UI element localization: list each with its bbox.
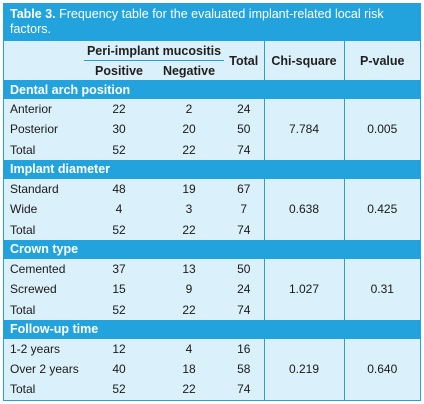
- table-row: Total 52 22 74: [4, 299, 420, 319]
- cell-negative: 19: [182, 182, 196, 197]
- cell-total: 67: [237, 182, 251, 197]
- row-label: 1-2 years: [10, 341, 61, 356]
- row-label: Wide: [10, 202, 38, 217]
- cell-total: 50: [237, 122, 251, 137]
- table-row: Wide 4 3 7: [4, 199, 420, 219]
- cell-p-value: 0.425: [343, 178, 420, 240]
- table-row: Posterior 30 20 50: [4, 119, 420, 139]
- cell-positive: 52: [112, 382, 126, 397]
- row-label: Screwed: [10, 282, 57, 297]
- cell-p-value: 0.31: [343, 258, 420, 320]
- cell-negative: 20: [182, 122, 196, 137]
- cell-positive: 15: [112, 282, 126, 297]
- cell-total: 50: [237, 261, 251, 276]
- cell-p-value: 0.005: [343, 99, 420, 160]
- table-row: Screwed 15 9 24: [4, 279, 420, 299]
- cell-total: 24: [237, 102, 251, 117]
- cell-positive: 37: [112, 261, 126, 276]
- cell-chi-square: 7.784: [263, 99, 344, 160]
- cell-total: 16: [237, 341, 251, 356]
- table-row: Total 52 22 74: [4, 219, 420, 239]
- row-label: Total: [10, 222, 36, 237]
- row-label: Cemented: [10, 261, 66, 276]
- cell-p-value: 0.640: [343, 338, 420, 400]
- cell-total: 74: [237, 302, 251, 317]
- table-row: Total 52 22 74: [4, 379, 420, 399]
- table-row: Total 52 22 74: [4, 140, 420, 160]
- cell-negative: 22: [182, 302, 196, 317]
- table-body: Dental arch position Anterior 22 2 24 7.784 0.…: [4, 80, 420, 400]
- frequency-table: Peri-implant mucositis Total Chi-square …: [4, 41, 420, 400]
- cell-negative: 13: [182, 261, 196, 276]
- cell-negative: 22: [182, 222, 196, 237]
- header-positive: Positive: [95, 63, 143, 78]
- row-label: Over 2 years: [10, 362, 79, 377]
- cell-positive: 4: [115, 202, 123, 217]
- table-container: Table 3. Frequency table for the evaluat…: [3, 3, 421, 401]
- cell-positive: 52: [112, 222, 126, 237]
- cell-total: 74: [237, 142, 251, 157]
- cell-positive: 40: [112, 362, 126, 377]
- section-header-row: Dental arch position: [4, 80, 420, 99]
- row-label: Total: [10, 142, 36, 157]
- section-header-row: Crown type: [4, 239, 420, 259]
- cell-positive: 48: [112, 182, 126, 197]
- table-row: 1-2 years 12 4 16 0.219 0.640: [4, 338, 420, 400]
- row-label: Anterior: [10, 102, 53, 117]
- table-row: Over 2 years 40 18 58: [4, 359, 420, 379]
- section-header-row: Implant diameter: [4, 159, 420, 179]
- row-label: Standard: [10, 182, 59, 197]
- section-title: Crown type: [4, 239, 420, 259]
- cell-negative: 2: [185, 102, 193, 117]
- cell-chi-square: 1.027: [263, 258, 344, 320]
- table-row: Anterior 22 2 24 7.784 0.005: [4, 99, 420, 160]
- header-chi-square: Chi-square: [263, 41, 344, 80]
- cell-positive: 52: [112, 142, 126, 157]
- cell-total: 24: [237, 282, 251, 297]
- header-peri-implant-mucositis: Peri-implant mucositis: [84, 41, 224, 61]
- header-empty: [4, 41, 84, 80]
- cell-total: 7: [240, 202, 248, 217]
- cell-negative: 9: [185, 282, 193, 297]
- table-title: Table 3. Frequency table for the evaluat…: [4, 4, 420, 41]
- section-header-row: Follow-up time: [4, 319, 420, 339]
- cell-total: 58: [237, 362, 251, 377]
- row-label: Total: [10, 302, 36, 317]
- table-title-text: Frequency table for the evaluated implan…: [10, 7, 384, 36]
- cell-positive: 52: [112, 302, 126, 317]
- row-label: Total: [10, 382, 36, 397]
- cell-negative: 18: [182, 362, 196, 377]
- section-title: Dental arch position: [4, 80, 420, 99]
- cell-negative: 4: [185, 341, 193, 356]
- table-title-number: Table 3.: [10, 7, 56, 21]
- header-row-top: Peri-implant mucositis Total Chi-square …: [4, 41, 420, 80]
- section-title: Follow-up time: [4, 319, 420, 339]
- table-row: Cemented 37 13 50 1.027 0.31: [4, 258, 420, 320]
- cell-total: 74: [237, 222, 251, 237]
- table-row: Standard 48 19 67 0.638 0.425: [4, 178, 420, 240]
- cell-negative: 3: [185, 202, 193, 217]
- header-p-value: P-value: [343, 41, 420, 80]
- cell-negative: 22: [182, 142, 196, 157]
- header-row-bottom: Positive Negative: [4, 61, 420, 81]
- row-label: Posterior: [10, 122, 59, 137]
- cell-negative: 22: [182, 382, 196, 397]
- cell-chi-square: 0.638: [263, 178, 344, 240]
- header-negative: Negative: [162, 63, 216, 78]
- header-total: Total: [229, 53, 259, 68]
- cell-chi-square: 0.219: [263, 338, 344, 400]
- cell-positive: 22: [112, 102, 126, 117]
- section-title: Implant diameter: [4, 159, 420, 179]
- cell-total: 74: [237, 382, 251, 397]
- cell-positive: 30: [112, 122, 126, 137]
- cell-positive: 12: [112, 341, 126, 356]
